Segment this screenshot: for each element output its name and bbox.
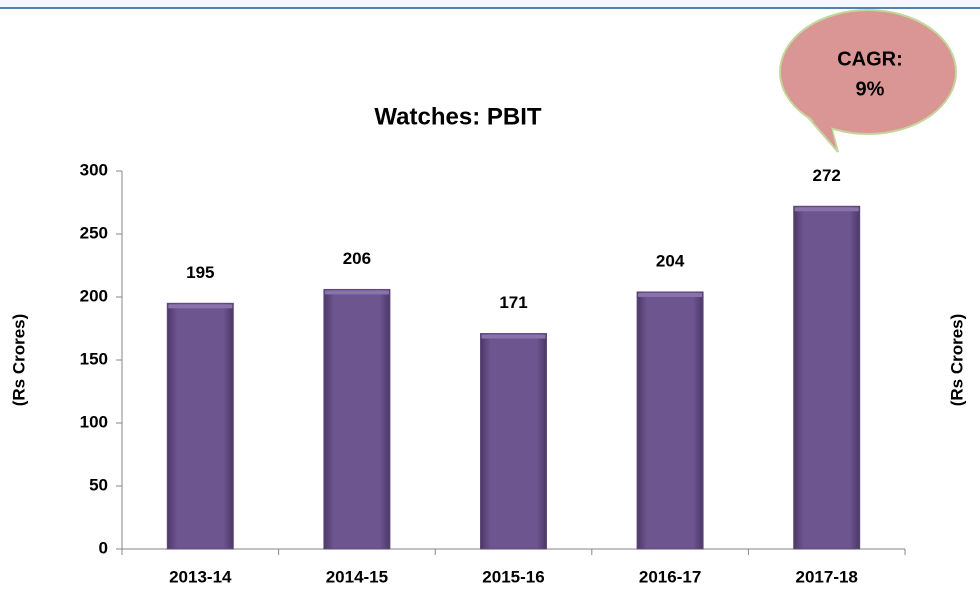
callout: CAGR: 9% — [779, 9, 957, 153]
x-tick-label: 2014-15 — [326, 567, 388, 586]
bar — [793, 205, 861, 550]
bar-bevel — [794, 207, 859, 212]
x-tick-label: 2013-14 — [169, 567, 232, 586]
top-band — [0, 0, 980, 8]
value-label: 206 — [343, 249, 371, 268]
bar — [323, 288, 391, 550]
y-tick-label: 250 — [80, 223, 108, 242]
bar-bevel — [324, 290, 389, 295]
x-tick-label: 2015-16 — [482, 567, 544, 586]
callout-bubble — [779, 9, 957, 135]
y-tick-label: 50 — [89, 475, 108, 494]
y-tick-label: 200 — [80, 286, 108, 305]
y-tick-label: 100 — [80, 412, 108, 431]
y-axis-label: (Rs Crores) — [9, 314, 28, 407]
value-label: 171 — [499, 293, 527, 312]
bar-bevel — [481, 334, 546, 339]
callout-text: 9% — [856, 78, 885, 100]
x-tick-label: 2017-18 — [796, 567, 858, 586]
value-label: 204 — [656, 251, 685, 270]
callout-join — [806, 112, 836, 148]
y-tick-label: 0 — [99, 538, 108, 557]
y-tick-label: 150 — [80, 349, 108, 368]
value-label: 195 — [186, 263, 214, 282]
bar — [166, 302, 234, 550]
bar — [636, 291, 704, 550]
right-axis-label: (Rs Crores) — [947, 314, 966, 407]
callout-text: CAGR: — [837, 48, 903, 70]
chart-title: Watches: PBIT — [374, 103, 541, 130]
y-tick-label: 300 — [80, 160, 108, 179]
bar-bevel — [638, 292, 703, 297]
bar-bevel — [168, 304, 233, 309]
value-label: 272 — [813, 166, 841, 185]
x-tick-label: 2016-17 — [639, 567, 701, 586]
bar — [480, 333, 547, 550]
